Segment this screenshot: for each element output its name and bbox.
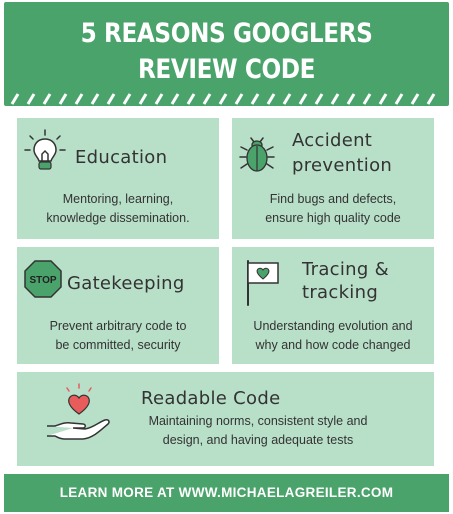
page-title-line2: REVIEW CODE bbox=[137, 54, 316, 85]
card-gatekeeping: STOP Gatekeeping Prevent arbitrary code … bbox=[17, 247, 219, 364]
card-title-education: Education bbox=[75, 147, 168, 168]
stop-sign-icon: STOP bbox=[24, 260, 62, 298]
card-title-tracing-line2: tracking bbox=[302, 282, 379, 303]
footer-link[interactable]: LEARN MORE AT WWW.MICHAELAGREILER.COM bbox=[59, 485, 394, 500]
card-title-accident-line1: Accident bbox=[292, 130, 373, 151]
svg-text:STOP: STOP bbox=[29, 275, 56, 286]
card-education: Education Mentoring, learning, knowledge… bbox=[17, 118, 219, 239]
card-desc-accident-line2: ensure high quality code bbox=[265, 211, 401, 225]
footer-banner: LEARN MORE AT WWW.MICHAELAGREILER.COM bbox=[4, 474, 449, 512]
lightbulb-icon bbox=[24, 129, 66, 170]
card-desc-education-line1: Mentoring, learning, bbox=[62, 192, 174, 206]
card-readable-code: Readable Code Maintaining norms, consist… bbox=[17, 372, 434, 466]
flag-icon bbox=[247, 260, 279, 306]
header-banner: 5 REASONS GOOGLERS REVIEW CODE bbox=[4, 2, 449, 106]
card-desc-readable-line2: design, and having adequate tests bbox=[162, 433, 354, 447]
card-desc-accident-line1: Find bugs and defects, bbox=[269, 192, 397, 206]
card-desc-readable-line1: Maintaining norms, consistent style and bbox=[148, 414, 368, 428]
card-title-gatekeeping: Gatekeeping bbox=[67, 273, 185, 294]
card-tracing-tracking: Tracing & tracking Understanding evoluti… bbox=[232, 247, 434, 364]
page-title-line1: 5 REASONS GOOGLERS bbox=[80, 18, 373, 49]
card-desc-tracing-line1: Understanding evolution and bbox=[253, 319, 413, 333]
bug-icon bbox=[239, 137, 275, 172]
hand-heart-icon bbox=[47, 383, 110, 440]
card-desc-tracing-line2: why and how code changed bbox=[255, 338, 411, 352]
card-title-tracing-line1: Tracing & bbox=[302, 259, 389, 280]
card-desc-gatekeeping-line2: be committed, security bbox=[55, 338, 181, 352]
zigzag-border bbox=[10, 93, 436, 105]
card-title-accident-line2: prevention bbox=[292, 155, 393, 176]
card-accident-prevention: Accident prevention Find bugs and defect… bbox=[232, 118, 434, 239]
card-title-readable-code: Readable Code bbox=[141, 388, 281, 409]
card-desc-gatekeeping-line1: Prevent arbitrary code to bbox=[49, 319, 187, 333]
card-desc-education-line2: knowledge dissemination. bbox=[46, 211, 190, 225]
